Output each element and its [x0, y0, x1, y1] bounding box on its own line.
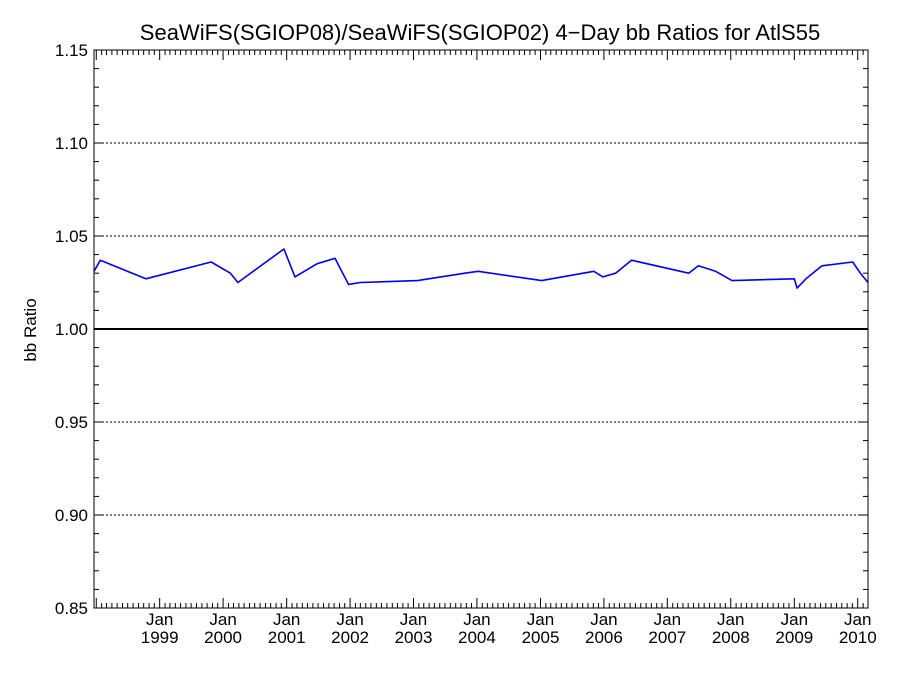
- x-tick-label-month: Jan: [273, 610, 300, 629]
- x-tick-label-month: Jan: [590, 610, 617, 629]
- y-tick-label: 1.05: [55, 227, 88, 246]
- x-tick-label-month: Jan: [400, 610, 427, 629]
- x-tick-label-year: 2007: [648, 628, 686, 647]
- axes: [93, 49, 869, 609]
- y-tick-label: 0.85: [55, 599, 88, 618]
- chart-title: SeaWiFS(SGIOP08)/SeaWiFS(SGIOP02) 4−Day …: [140, 20, 820, 45]
- x-tick-labels: Jan1999Jan2000Jan2001Jan2002Jan2003Jan20…: [141, 610, 877, 647]
- x-tick-label-year: 2009: [775, 628, 813, 647]
- x-tick-label-year: 1999: [141, 628, 179, 647]
- gridlines: [94, 142, 868, 516]
- x-tick-label-year: 2006: [585, 628, 623, 647]
- y-axis-label: bb Ratio: [21, 298, 40, 361]
- x-tick-label-year: 2010: [839, 628, 877, 647]
- y-tick-labels: 0.85 0.90 0.95 1.00 1.05 1.10 1.15: [55, 41, 88, 618]
- x-tick-label-month: Jan: [527, 610, 554, 629]
- y-tick-label: 1.15: [55, 41, 88, 60]
- series: [93, 248, 869, 289]
- x-tick-label-year: 2002: [331, 628, 369, 647]
- x-tick-label-month: Jan: [717, 610, 744, 629]
- x-tick-label-month: Jan: [146, 610, 173, 629]
- y-tick-label: 1.10: [55, 134, 88, 153]
- x-tick-label-year: 2004: [458, 628, 496, 647]
- x-tick-label-month: Jan: [336, 610, 363, 629]
- y-tick-label: 0.90: [55, 506, 88, 525]
- series-line: [93, 248, 869, 289]
- x-tick-label-year: 2005: [522, 628, 560, 647]
- x-tick-label-year: 2000: [204, 628, 242, 647]
- y-tick-label: 0.95: [55, 413, 88, 432]
- x-tick-label-month: Jan: [654, 610, 681, 629]
- x-tick-label-month: Jan: [463, 610, 490, 629]
- y-tick-label: 1.00: [55, 320, 88, 339]
- x-tick-label-year: 2001: [268, 628, 306, 647]
- x-tick-label-year: 2003: [395, 628, 433, 647]
- x-tick-label-month: Jan: [209, 610, 236, 629]
- x-tick-label-year: 2008: [712, 628, 750, 647]
- x-tick-label-month: Jan: [781, 610, 808, 629]
- x-tick-label-month: Jan: [844, 610, 871, 629]
